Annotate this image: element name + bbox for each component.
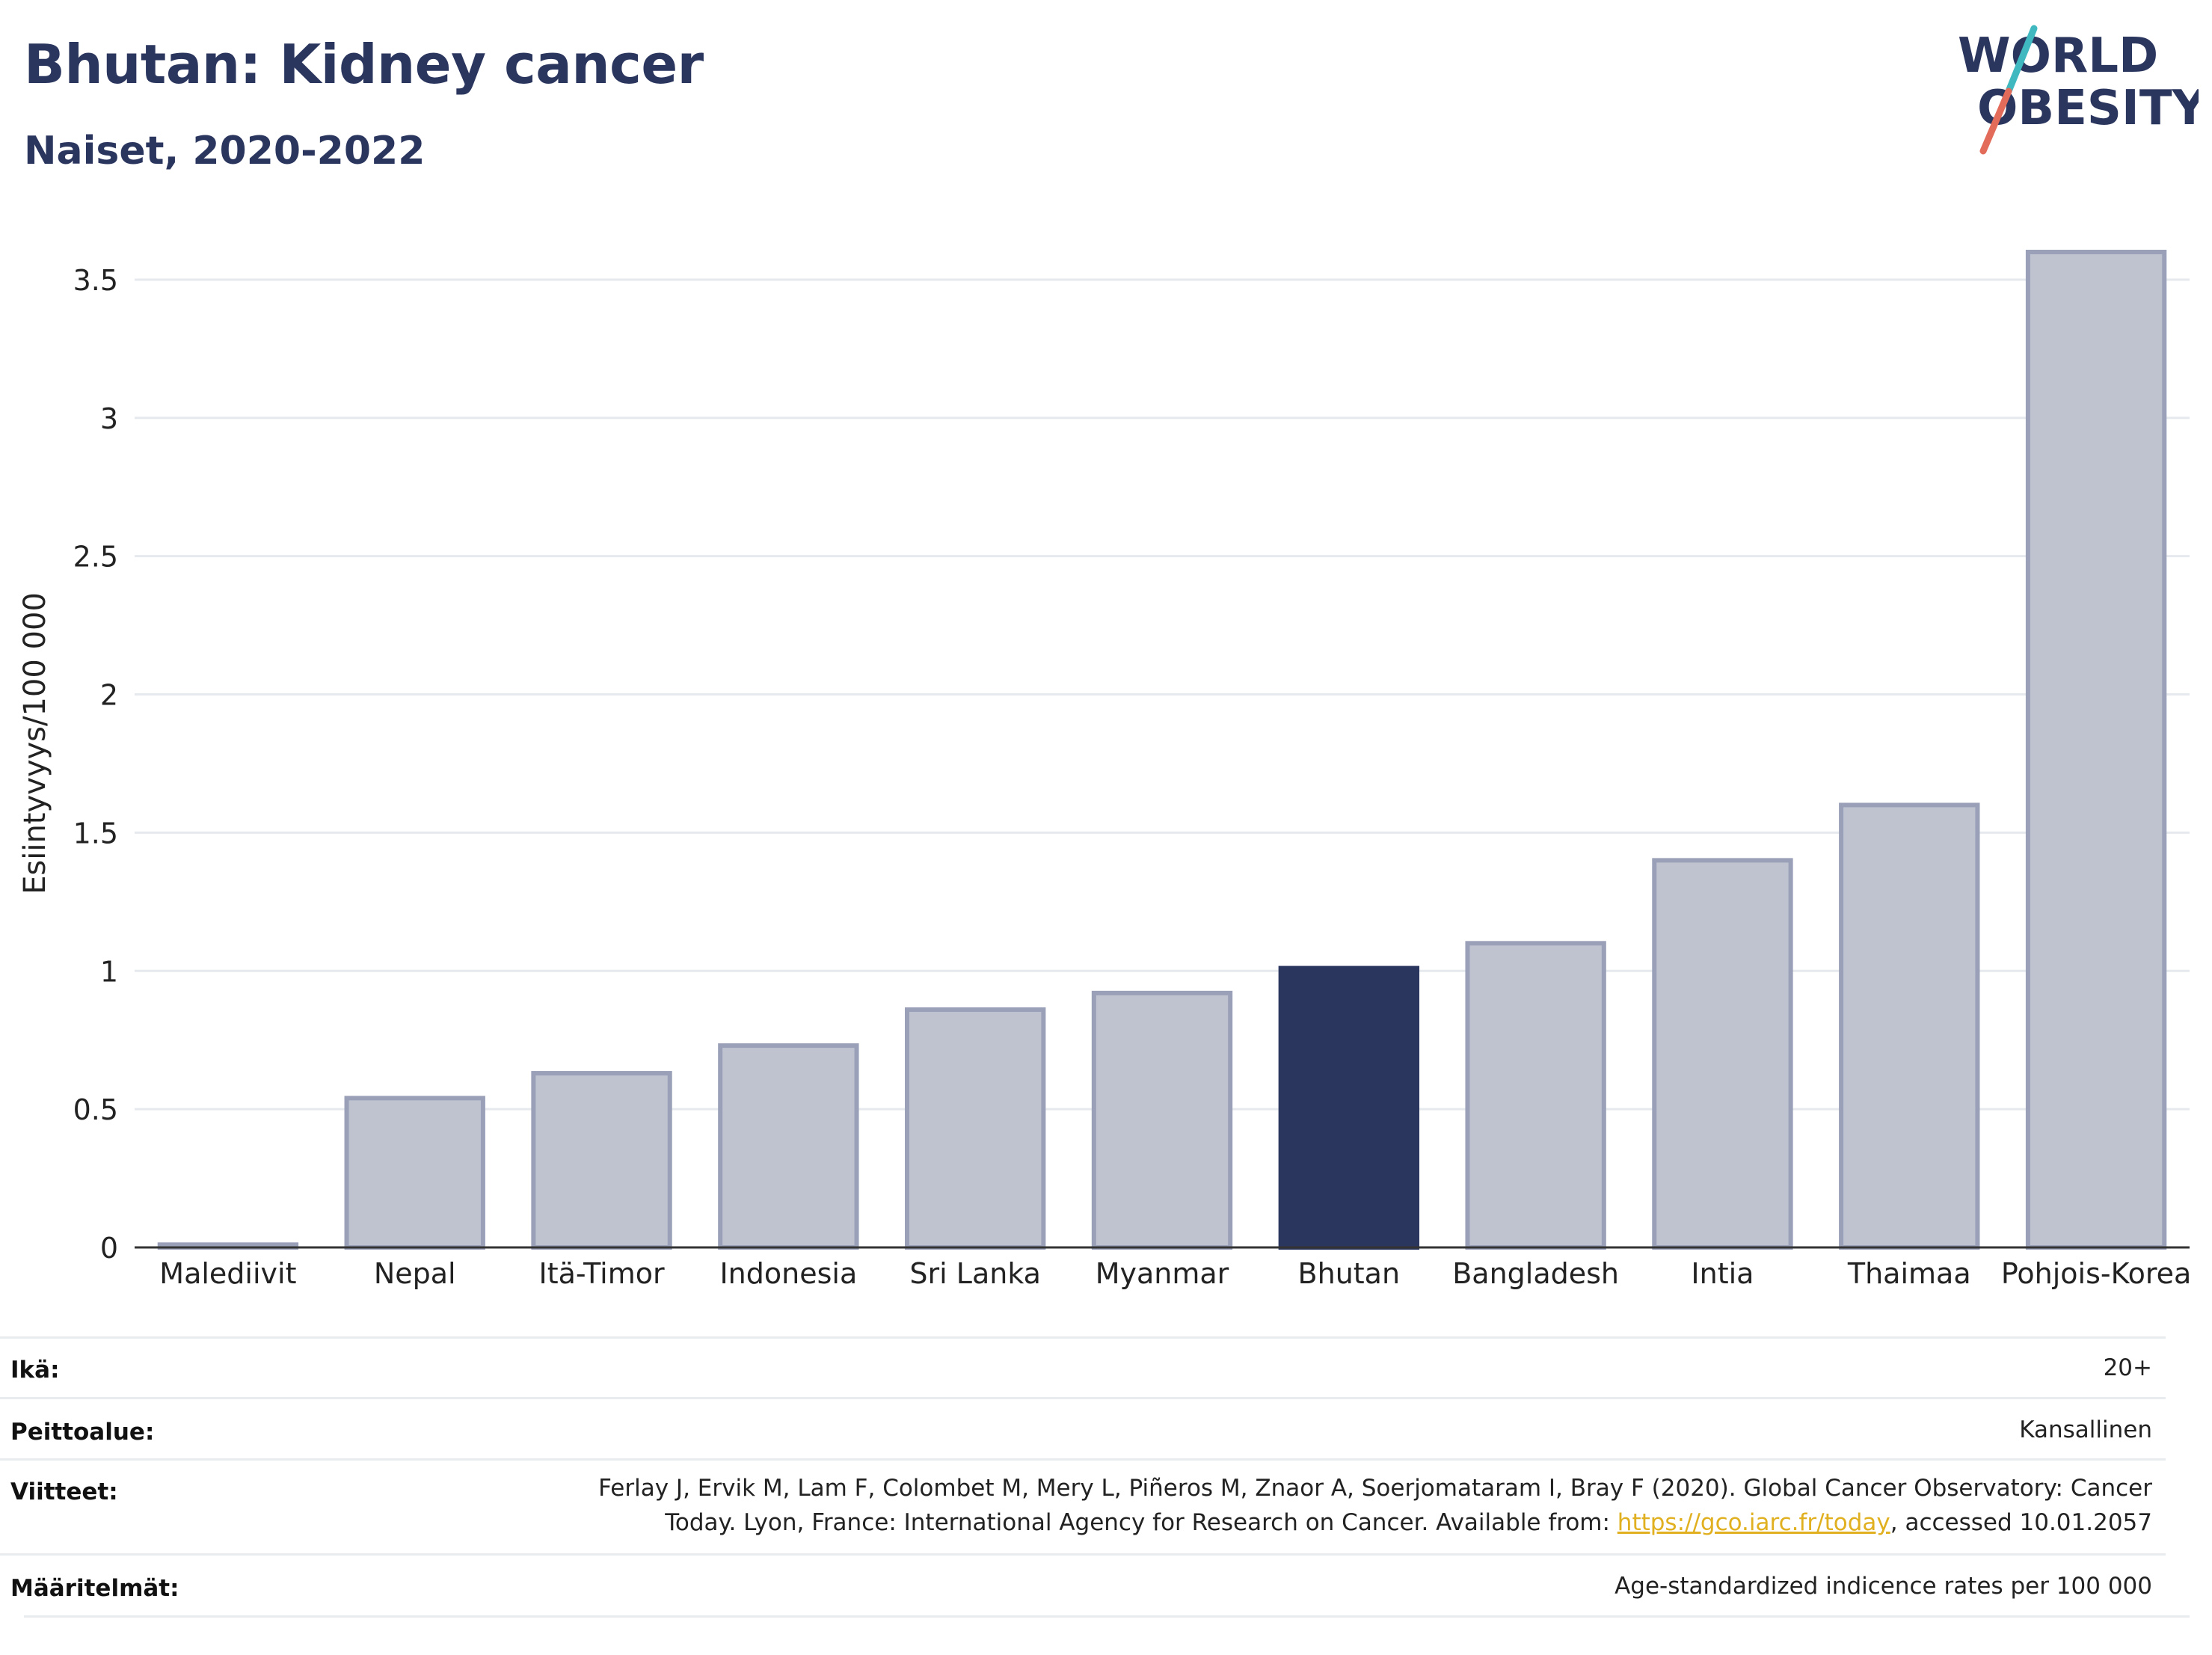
bar-thaimaa[interactable]	[1839, 802, 1980, 1250]
references-line-2-start: Today. Lyon, France: International Agenc…	[665, 1509, 1617, 1536]
y-tick-label: 1.5	[73, 817, 118, 850]
references-line-1: Ferlay J, Ervik M, Lam F, Colombet M, Me…	[598, 1475, 2152, 1502]
y-tick-label: 3.5	[73, 264, 118, 297]
x-tick-label: Pohjois-Korea	[2001, 1257, 2192, 1290]
x-tick-label: Thaimaa	[1847, 1257, 1971, 1290]
x-tick-label: Intia	[1691, 1257, 1754, 1290]
references-value: Ferlay J, Ervik M, Lam F, Colombet M, Me…	[598, 1471, 2152, 1540]
info-row-definitions: Määritelmät: Age-standardized indicence …	[0, 1553, 2166, 1617]
logo-line-obesity: OBESITY	[1977, 81, 2199, 136]
age-value: 20+	[2103, 1354, 2152, 1381]
y-axis-label: Esiintyvyys/100 000	[18, 592, 52, 894]
references-line-2-end: , accessed 10.01.2057	[1890, 1509, 2152, 1536]
bar-bhutan[interactable]	[1278, 965, 1420, 1250]
x-tick-label: Bhutan	[1298, 1257, 1401, 1290]
age-label: Ikä:	[10, 1357, 60, 1384]
bar-bangladesh[interactable]	[1465, 941, 1606, 1250]
y-tick-label: 0.5	[73, 1093, 118, 1126]
bar-chart: 0 0.5 1 1.5 2 2.5 3 3.5 Malediivit Nepal Itä-Timo…	[18, 249, 2191, 1290]
references-label: Viitteet:	[10, 1479, 118, 1505]
x-tick-labels: Malediivit Nepal Itä-Timor Indonesia Sri Lan…	[159, 1257, 2191, 1290]
references-link[interactable]: https://gco.iarc.fr/today	[1617, 1509, 1890, 1536]
bar-indonesia[interactable]	[718, 1043, 859, 1250]
y-tick-label: 2	[100, 679, 118, 712]
x-tick-label: Malediivit	[159, 1257, 296, 1290]
y-tick-label: 1	[100, 955, 118, 988]
y-tick-label: 2.5	[73, 541, 118, 574]
info-row-age: Ikä: 20+	[0, 1336, 2166, 1398]
chart-subtitle: Naiset, 2020-2022	[24, 129, 425, 174]
bars	[157, 249, 2167, 1250]
logo-line-world: WORLD	[1958, 28, 2158, 84]
definitions-value: Age-standardized indicence rates per 100…	[1615, 1573, 2152, 1600]
x-tick-label: Indonesia	[719, 1257, 857, 1290]
x-tick-label: Bangladesh	[1452, 1257, 1619, 1290]
x-tick-label: Itä-Timor	[538, 1257, 664, 1290]
x-tick-label: Nepal	[374, 1257, 456, 1290]
info-row-references: Viitteet: Ferlay J, Ervik M, Lam F, Colo…	[0, 1458, 2166, 1555]
definitions-label: Määritelmät:	[10, 1575, 179, 1602]
chart-title: Bhutan: Kidney cancer	[24, 33, 704, 96]
info-row-coverage: Peittoalue: Kansallinen	[0, 1397, 2166, 1459]
bar-it-timor[interactable]	[531, 1071, 672, 1250]
info-bottom-divider	[24, 1615, 2190, 1618]
bar-myanmar[interactable]	[1091, 990, 1233, 1250]
y-tick-label: 0	[100, 1232, 118, 1265]
references-line-2: Today. Lyon, France: International Agenc…	[598, 1505, 2152, 1540]
x-tick-label: Sri Lanka	[909, 1257, 1041, 1290]
coverage-value: Kansallinen	[2019, 1416, 2152, 1443]
logo-slash-bottom	[1979, 87, 2012, 155]
y-tick-labels: 0 0.5 1 1.5 2 2.5 3 3.5	[73, 264, 118, 1265]
y-tick-label: 3	[100, 402, 118, 435]
bar-sri-lanka[interactable]	[904, 1007, 1046, 1250]
bar-nepal[interactable]	[344, 1096, 485, 1250]
bar-pohjois-korea[interactable]	[2025, 249, 2167, 1250]
bar-intia[interactable]	[1652, 858, 1793, 1250]
coverage-label: Peittoalue:	[10, 1419, 155, 1446]
logo-slash-top	[2005, 25, 2038, 95]
x-tick-label: Myanmar	[1096, 1257, 1229, 1290]
world-obesity-logo: WORLD OBESITY	[1958, 25, 2199, 155]
